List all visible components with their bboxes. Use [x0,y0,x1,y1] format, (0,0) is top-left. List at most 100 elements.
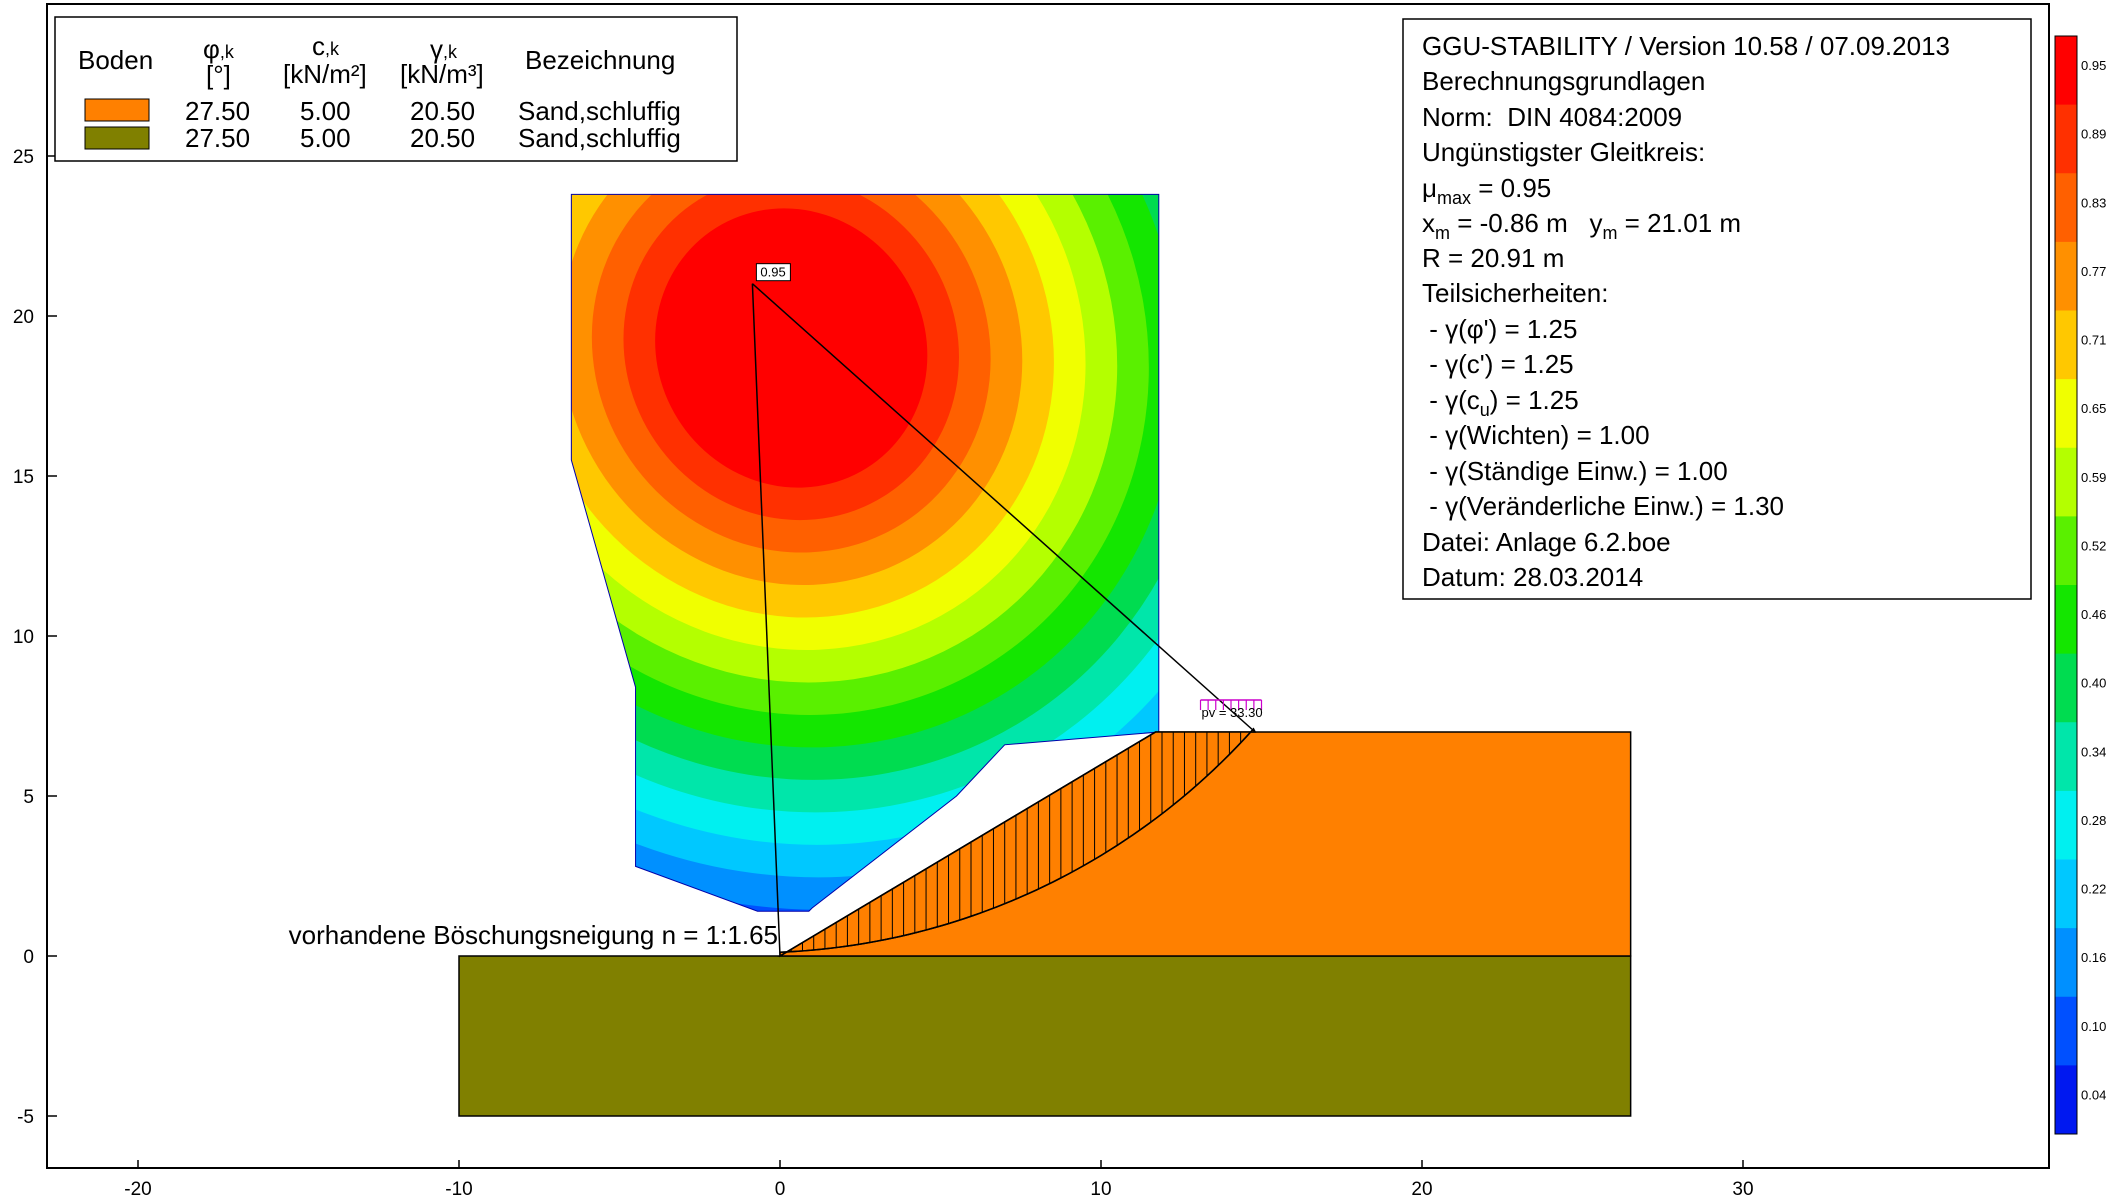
legend-row2-gamma: 20.50 [410,123,475,153]
colorbar-segment [2055,859,2077,929]
radius-line-exit [751,283,1256,733]
legend-header-bezeichnung: Bezeichnung [525,45,675,75]
y-tick-label: 15 [13,467,34,488]
colorbar-label: 0.40 [2081,676,2106,691]
info-gamma-c: - γ(c') = 1.25 [1422,349,1574,379]
colorbar-segment [2055,310,2077,380]
colorbar-label: 0.65 [2081,401,2106,416]
max-point-label: 0.95 [760,265,785,280]
x-tick-label: -20 [124,1179,151,1200]
colorbar-label: 0.52 [2081,538,2106,553]
colorbar-label: 0.83 [2081,195,2106,210]
colorbar-segment [2055,928,2077,998]
info-norm: Norm: DIN 4084:2009 [1422,102,1682,132]
colorbar-label: 0.22 [2081,882,2106,897]
slip-circle-geometry [751,283,1257,958]
slip-arc [779,727,1256,953]
max-point-marker: 0.95 [755,263,791,282]
info-partial-factors: Teilsicherheiten: [1422,278,1608,308]
info-critical: Ungünstigster Gleitkreis: [1422,137,1705,167]
legend-header-phi: φ,k [203,34,235,64]
colorbar-label: 0.04 [2081,1087,2106,1102]
colorbar-label: 0.10 [2081,1019,2106,1034]
colorbar-segment [2055,36,2077,106]
colorbar-segment [2055,996,2077,1066]
colorbar-segment [2055,722,2077,792]
y-tick-label: 25 [13,147,34,168]
x-tick-label: -10 [445,1179,472,1200]
colorbar-segment [2055,379,2077,449]
legend-row2-phi: 27.50 [185,123,250,153]
x-tick-label: 20 [1411,1179,1432,1200]
max-point-box [755,263,791,282]
y-tick-label: 10 [13,627,34,648]
soil-layer-lower [458,955,1632,1117]
info-radius: R = 20.91 m [1422,243,1564,273]
info-box-frame [1402,18,2032,600]
colorbar-segment [2055,104,2077,174]
contour-band [655,208,928,488]
colorbar-label: 0.34 [2081,744,2106,759]
info-date: Datum: 28.03.2014 [1422,562,1643,592]
slope-annotation: vorhandene Böschungsneigung n = 1:1.65 [289,920,778,950]
slope-line [779,731,1156,957]
colorbar-segment [2055,653,2077,723]
legend-header-c: c,k [312,31,340,61]
legend-row2-c: 5.00 [300,123,351,153]
colorbar-segment [2055,241,2077,311]
legend-header-gamma-unit: [kN/m³] [400,59,484,89]
info-gamma-weights: - γ(Wichten) = 1.00 [1422,420,1650,450]
info-box: GGU-STABILITY / Version 10.58 / 07.09.20… [1402,18,2032,600]
legend-swatch-olive [84,126,150,150]
load-label: pv = 33.30 [1202,705,1263,720]
colorbar-segment [2055,790,2077,860]
info-version: GGU-STABILITY / Version 10.58 / 07.09.20… [1422,31,1950,61]
legend-header-gamma: γ,k [430,34,458,64]
info-file: Datei: Anlage 6.2.boe [1422,527,1671,557]
info-gamma-phi: - γ(φ') = 1.25 [1422,314,1577,344]
y-axis: -5 0 5 10 15 20 25 [13,147,57,1128]
colorbar-segment [2055,173,2077,243]
radius-line-toe [751,283,781,957]
x-tick-label: 0 [775,1179,786,1200]
legend-row1-phi: 27.50 [185,96,250,126]
info-basis: Berechnungsgrundlagen [1422,66,1705,96]
colorbar-label: 0.46 [2081,607,2106,622]
domain-outline [570,193,1160,912]
colorbar-label: 0.59 [2081,470,2106,485]
soil-legend-box [54,16,738,162]
colorbar: 0.95 0.89 0.83 0.77 0.71 0.65 0.59 0.52 0.46 0.40… [2054,35,2106,1135]
info-gamma-variable: - γ(Veränderliche Einw.) = 1.30 [1422,491,1784,521]
colorbar-label: 0.28 [2081,813,2106,828]
legend-swatch-orange [84,98,150,122]
y-tick-label: 0 [23,947,34,968]
colorbar-label: 0.95 [2081,58,2106,73]
y-tick-label: 5 [23,787,34,808]
y-tick-label: -5 [17,1107,34,1128]
info-center: xm = -0.86 m ym = 21.01 m [1422,208,1741,243]
x-axis: -20 -10 0 10 20 30 [124,1160,1754,1200]
x-tick-label: 10 [1090,1179,1111,1200]
colorbar-frame [2054,35,2078,1135]
colorbar-label: 0.77 [2081,264,2106,279]
x-tick-label: 30 [1732,1179,1753,1200]
legend-header-boden: Boden [78,45,153,75]
legend-row1-c: 5.00 [300,96,351,126]
legend-row2-bezeichnung: Sand,schluffig [518,123,681,153]
colorbar-segment [2055,516,2077,586]
legend-row1-bezeichnung: Sand,schluffig [518,96,681,126]
info-mu: μmax = 0.95 [1422,173,1551,208]
info-gamma-cu: - γ(cu) = 1.25 [1422,385,1579,420]
colorbar-label: 0.16 [2081,950,2106,965]
colorbar-label: 0.71 [2081,333,2106,348]
surface-load: pv = 33.30 [1199,699,1263,720]
colorbar-segment [2055,447,2077,517]
soil-legend: Boden φ,k [°] c,k [kN/m²] γ,k [kN/m³] Be… [54,16,738,162]
colorbar-segment [2055,1065,2077,1135]
legend-row1-gamma: 20.50 [410,96,475,126]
colorbar-segment [2055,585,2077,655]
colorbar-label: 0.89 [2081,127,2106,142]
legend-header-phi-unit: [°] [206,60,231,90]
info-gamma-permanent: - γ(Ständige Einw.) = 1.00 [1422,456,1728,486]
